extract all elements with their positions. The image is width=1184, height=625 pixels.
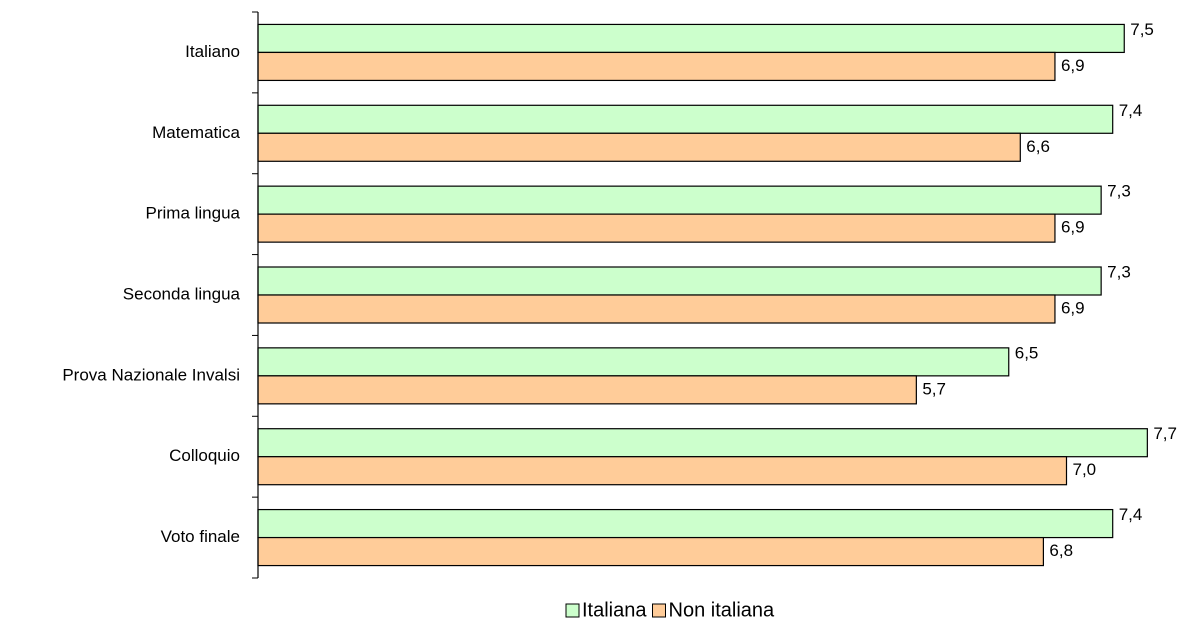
bar [257, 428, 1148, 458]
value-label: 7,4 [1119, 505, 1143, 524]
y-tick-label: Colloquio [169, 446, 240, 465]
bar [257, 104, 1114, 134]
y-tick-label: Prima lingua [146, 204, 241, 223]
bar [257, 185, 1102, 215]
value-label: 6,9 [1061, 56, 1085, 75]
value-label: 7,7 [1153, 424, 1177, 443]
bar [257, 456, 1068, 486]
y-tick-label: Seconda lingua [123, 284, 241, 303]
bar [257, 294, 1056, 324]
value-label: 6,9 [1061, 218, 1085, 237]
legend-swatch [565, 603, 580, 618]
value-label: 7,3 [1107, 262, 1131, 281]
value-label: 6,6 [1026, 137, 1050, 156]
y-tick-label: Matematica [152, 123, 240, 142]
value-label: 6,9 [1061, 298, 1085, 317]
bar [257, 266, 1102, 296]
legend-label: Italiana [582, 599, 647, 621]
value-label: 6,8 [1049, 541, 1073, 560]
legend-swatch [652, 603, 666, 618]
y-tick-label: Voto finale [161, 527, 240, 546]
y-tick-label: Italiano [185, 42, 240, 61]
value-label: 6,5 [1015, 343, 1039, 362]
bar [257, 347, 1010, 377]
value-label: 5,7 [922, 379, 946, 398]
bar [257, 536, 1045, 567]
value-label: 7,3 [1107, 182, 1131, 201]
legend-label: Non italiana [669, 599, 776, 621]
bar [257, 23, 1125, 54]
bar [257, 508, 1114, 539]
bar [257, 213, 1056, 243]
value-label: 7,4 [1119, 101, 1143, 120]
value-label: 7,5 [1130, 20, 1154, 39]
y-tick-label: Prova Nazionale Invalsi [62, 365, 240, 384]
bar [257, 51, 1056, 82]
value-label: 7,0 [1073, 460, 1097, 479]
bar [257, 132, 1021, 162]
bar [257, 375, 917, 405]
